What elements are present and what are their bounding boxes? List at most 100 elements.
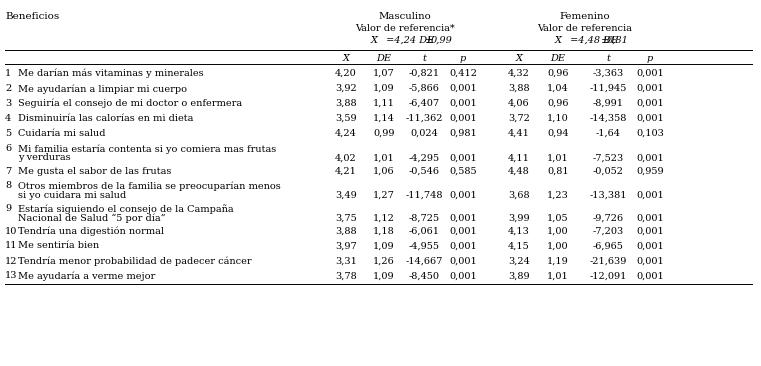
Text: 3,97: 3,97	[335, 242, 357, 250]
Text: 1,09: 1,09	[373, 84, 395, 93]
Text: -21,639: -21,639	[589, 257, 627, 265]
Text: 0,001: 0,001	[636, 69, 664, 78]
Text: 0,001: 0,001	[636, 257, 664, 265]
Text: 3,59: 3,59	[335, 114, 357, 123]
Text: -14,358: -14,358	[589, 114, 627, 123]
Text: Nacional de Salud “5 por día”: Nacional de Salud “5 por día”	[18, 213, 165, 223]
Text: -6,407: -6,407	[409, 99, 440, 108]
Text: ±: ±	[425, 36, 433, 45]
Text: 4,11: 4,11	[508, 153, 530, 163]
Text: Valor de referencia*: Valor de referencia*	[355, 24, 455, 33]
Text: 1: 1	[5, 69, 11, 78]
Text: t: t	[606, 54, 610, 63]
Text: X̅: X̅	[515, 54, 523, 63]
Text: 4,21: 4,21	[335, 167, 357, 176]
Text: 0,001: 0,001	[449, 227, 477, 235]
Text: 1,00: 1,00	[547, 227, 568, 235]
Text: 0,99: 0,99	[431, 36, 453, 45]
Text: Me ayudarían a limpiar mi cuerpo: Me ayudarían a limpiar mi cuerpo	[18, 84, 187, 93]
Text: Disminuiría las calorías en mi dieta: Disminuiría las calorías en mi dieta	[18, 114, 193, 123]
Text: 0,001: 0,001	[449, 242, 477, 250]
Text: -0,821: -0,821	[409, 69, 440, 78]
Text: 0,001: 0,001	[449, 191, 477, 200]
Text: Mi familia estaría contenta si yo comiera mas frutas: Mi familia estaría contenta si yo comier…	[18, 144, 276, 153]
Text: 3,89: 3,89	[508, 272, 530, 280]
Text: 3,68: 3,68	[508, 191, 530, 200]
Text: =4,24 DE: =4,24 DE	[383, 36, 435, 45]
Text: -8,450: -8,450	[409, 272, 440, 280]
Text: 4,41: 4,41	[508, 129, 530, 138]
Text: 4,06: 4,06	[508, 99, 530, 108]
Text: 0,001: 0,001	[636, 227, 664, 235]
Text: 0,001: 0,001	[449, 257, 477, 265]
Text: 0,981: 0,981	[449, 129, 477, 138]
Text: 5: 5	[5, 129, 11, 138]
Text: Me sentiría bien: Me sentiría bien	[18, 242, 99, 250]
Text: 3,24: 3,24	[508, 257, 530, 265]
Text: 4,20: 4,20	[335, 69, 357, 78]
Text: 0,001: 0,001	[636, 153, 664, 163]
Text: -13,381: -13,381	[589, 191, 627, 200]
Text: 4,15: 4,15	[508, 242, 530, 250]
Text: 0,001: 0,001	[449, 84, 477, 93]
Text: -4,295: -4,295	[409, 153, 440, 163]
Text: 1,06: 1,06	[373, 167, 395, 176]
Text: 1,04: 1,04	[547, 84, 569, 93]
Text: =4,48 DE: =4,48 DE	[567, 36, 618, 45]
Text: 1,23: 1,23	[547, 191, 569, 200]
Text: 1,10: 1,10	[547, 114, 569, 123]
Text: 0,81: 0,81	[607, 36, 629, 45]
Text: 0,412: 0,412	[449, 69, 477, 78]
Text: 3,75: 3,75	[335, 213, 357, 223]
Text: X̅: X̅	[555, 36, 562, 45]
Text: si yo cuidara mi salud: si yo cuidara mi salud	[18, 191, 126, 200]
Text: 1,26: 1,26	[373, 257, 395, 265]
Text: 0,001: 0,001	[449, 114, 477, 123]
Text: p: p	[647, 54, 653, 63]
Text: Estaría siguiendo el consejo de la Campaña: Estaría siguiendo el consejo de la Campa…	[18, 204, 234, 214]
Text: 3,88: 3,88	[335, 99, 357, 108]
Text: -1,64: -1,64	[596, 129, 620, 138]
Text: 0,001: 0,001	[636, 272, 664, 280]
Text: t: t	[422, 54, 426, 63]
Text: 11: 11	[5, 242, 18, 250]
Text: Me darían más vitaminas y minerales: Me darían más vitaminas y minerales	[18, 69, 204, 78]
Text: 1,11: 1,11	[373, 99, 395, 108]
Text: -12,091: -12,091	[589, 272, 627, 280]
Text: Femenino: Femenino	[559, 12, 610, 21]
Text: 0,001: 0,001	[449, 272, 477, 280]
Text: 12: 12	[5, 257, 18, 265]
Text: 3,88: 3,88	[335, 227, 357, 235]
Text: 9: 9	[5, 204, 11, 213]
Text: 0,94: 0,94	[547, 129, 568, 138]
Text: Beneficios: Beneficios	[5, 12, 59, 21]
Text: Cuidaría mi salud: Cuidaría mi salud	[18, 129, 106, 138]
Text: 1,19: 1,19	[547, 257, 569, 265]
Text: 1,14: 1,14	[373, 114, 395, 123]
Text: 3,72: 3,72	[508, 114, 530, 123]
Text: 1,01: 1,01	[547, 153, 569, 163]
Text: -7,523: -7,523	[592, 153, 623, 163]
Text: -5,866: -5,866	[409, 84, 439, 93]
Text: DE: DE	[550, 54, 565, 63]
Text: 0,585: 0,585	[449, 167, 477, 176]
Text: 3,88: 3,88	[508, 84, 530, 93]
Text: ±: ±	[601, 36, 610, 45]
Text: 1,07: 1,07	[373, 69, 395, 78]
Text: 0,001: 0,001	[636, 213, 664, 223]
Text: 1,05: 1,05	[547, 213, 568, 223]
Text: 0,001: 0,001	[636, 114, 664, 123]
Text: 6: 6	[5, 144, 11, 153]
Text: 3,31: 3,31	[335, 257, 357, 265]
Text: DE: DE	[377, 54, 391, 63]
Text: 4,32: 4,32	[508, 69, 530, 78]
Text: y verduras: y verduras	[18, 153, 71, 163]
Text: 0,001: 0,001	[449, 213, 477, 223]
Text: 0,024: 0,024	[410, 129, 438, 138]
Text: 8: 8	[5, 182, 11, 190]
Text: p: p	[460, 54, 466, 63]
Text: 13: 13	[5, 272, 18, 280]
Text: -14,667: -14,667	[406, 257, 443, 265]
Text: -0,546: -0,546	[409, 167, 440, 176]
Text: X̅: X̅	[371, 36, 378, 45]
